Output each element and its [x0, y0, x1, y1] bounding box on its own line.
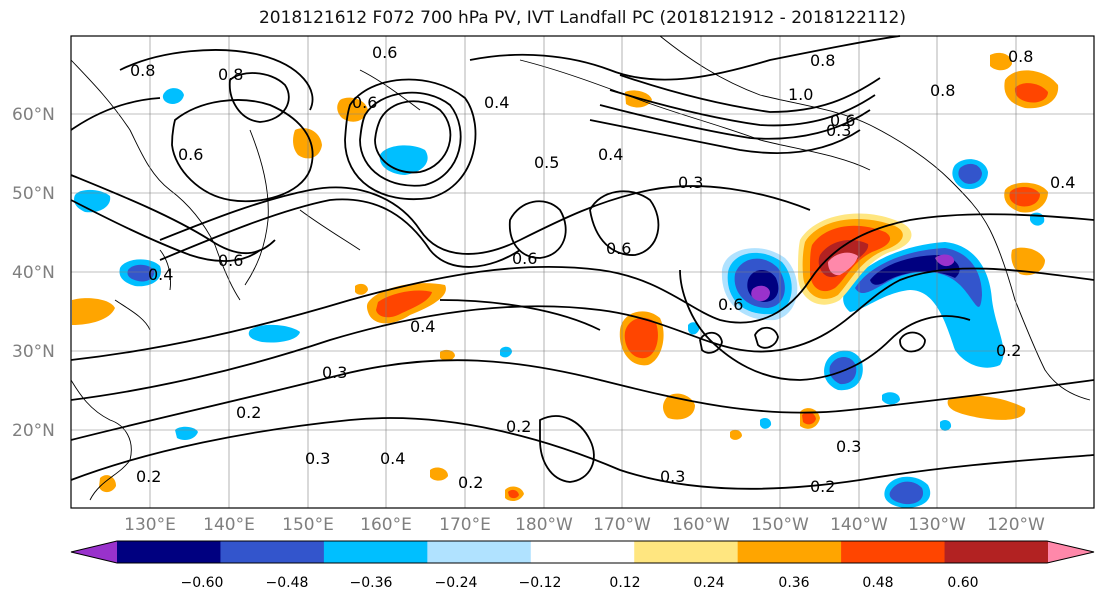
contour-label: 0.4: [1050, 173, 1075, 192]
contour-label: 0.3: [826, 121, 851, 140]
lon-label: 170°E: [439, 515, 491, 535]
contour-label: 0.3: [678, 173, 703, 192]
colorbar-cell: [530, 541, 635, 563]
graticule: [71, 36, 1094, 508]
contour-label: 0.2: [996, 341, 1021, 360]
colorbar-extend-max: [1048, 541, 1094, 563]
longitude-labels: 130°E 140°E 150°E 160°E 170°E 180°W 170°…: [124, 515, 1045, 535]
latitude-labels: 60°N 50°N 40°N 30°N 20°N: [12, 105, 55, 441]
lat-label: 40°N: [12, 263, 55, 283]
colorbar-tick-label: −0.24: [435, 575, 478, 591]
colorbar-cell: [323, 541, 428, 563]
colorbar-outline: [70, 540, 1095, 564]
lon-label: 160°W: [672, 515, 730, 535]
lat-label: 30°N: [12, 342, 55, 362]
contour-label: 0.5: [534, 153, 559, 172]
colorbar-cell: [841, 541, 946, 563]
lon-label: 160°E: [360, 515, 412, 535]
colorbar-cell: [427, 541, 532, 563]
colorbar: −0.60 −0.48 −0.36 −0.24 −0.12 0.12 0.24 …: [70, 540, 1095, 591]
contour-label: 0.6: [372, 43, 397, 62]
lon-label: 130°E: [124, 515, 176, 535]
contour-label: 0.3: [660, 467, 685, 486]
contour-label: 0.4: [598, 145, 623, 164]
colorbar-tick-label: −0.60: [181, 575, 224, 591]
contour-label: 0.2: [136, 467, 161, 486]
colorbar-tick-label: 0.12: [609, 575, 640, 591]
lon-label: 120°W: [987, 515, 1045, 535]
colorbar-tick-label: 0.48: [862, 575, 893, 591]
contour-label: 0.8: [130, 61, 155, 80]
lon-label: 150°W: [751, 515, 809, 535]
colorbar-tick-label: −0.48: [266, 575, 309, 591]
lon-label: 170°W: [593, 515, 651, 535]
contour-label: 0.8: [218, 65, 243, 84]
colorbar-cell: [117, 541, 221, 563]
contour-label: 0.2: [810, 477, 835, 496]
contour-label: 0.3: [322, 363, 347, 382]
colorbar-tick-label: 0.24: [693, 575, 724, 591]
colorbar-cell: [737, 541, 842, 563]
contour-labels: 0.8 0.8 0.6 0.8 0.6 0.4 0.6 0.5 0.6 0.4 …: [130, 43, 1075, 496]
contour-label: 0.4: [380, 449, 405, 468]
contour-label: 0.2: [506, 417, 531, 436]
contour-label: 0.3: [305, 449, 330, 468]
lat-label: 50°N: [12, 184, 55, 204]
contour-label: 0.4: [148, 265, 173, 284]
contour-label: 0.6: [218, 251, 243, 270]
contour-label: 0.6: [718, 295, 743, 314]
colorbar-cell: [944, 541, 1049, 563]
contour-label: 0.2: [236, 403, 261, 422]
colorbar-tick-label: −0.36: [350, 575, 393, 591]
map-frame: [70, 35, 1095, 509]
contour-label: 0.6: [178, 145, 203, 164]
colorbar-cell: [634, 541, 739, 563]
contour-label: 0.6: [830, 111, 855, 130]
colorbar-tick-label: 0.60: [947, 575, 978, 591]
lon-label: 130°W: [908, 515, 966, 535]
lat-label: 20°N: [12, 421, 55, 441]
colorbar-tick-label: −0.12: [519, 575, 562, 591]
contour-label: 0.8: [810, 51, 835, 70]
colorbar-cell: [220, 541, 325, 563]
contour-label: 0.6: [606, 239, 631, 258]
contour-label: 1.0: [788, 85, 813, 104]
colorbar-tick-label: 0.36: [778, 575, 809, 591]
contour-label: 0.6: [352, 93, 377, 112]
lon-label: 140°E: [203, 515, 255, 535]
contour-label: 0.2: [458, 473, 483, 492]
contour-label: 0.8: [930, 81, 955, 100]
colorbar-cells: [71, 541, 1094, 563]
colorbar-extend-min: [71, 541, 117, 563]
contour-label: 0.4: [410, 317, 435, 336]
shading-positive: [72, 52, 1059, 502]
pv-contours: [70, 35, 1095, 490]
contour-label: 0.4: [484, 93, 509, 112]
colorbar-ticks: −0.60 −0.48 −0.36 −0.24 −0.12 0.12 0.24 …: [181, 575, 979, 591]
contour-label: 0.3: [836, 437, 861, 456]
lon-label: 180°W: [515, 515, 573, 535]
coastlines: [70, 35, 1091, 501]
lon-label: 150°E: [282, 515, 334, 535]
contour-label: 0.8: [1008, 47, 1033, 66]
map-title: 2018121612 F072 700 hPa PV, IVT Landfall…: [258, 8, 906, 28]
contour-label: 0.6: [512, 249, 537, 268]
lat-label: 60°N: [12, 105, 55, 125]
shading-layer: [72, 52, 1059, 508]
lon-label: 140°W: [830, 515, 888, 535]
